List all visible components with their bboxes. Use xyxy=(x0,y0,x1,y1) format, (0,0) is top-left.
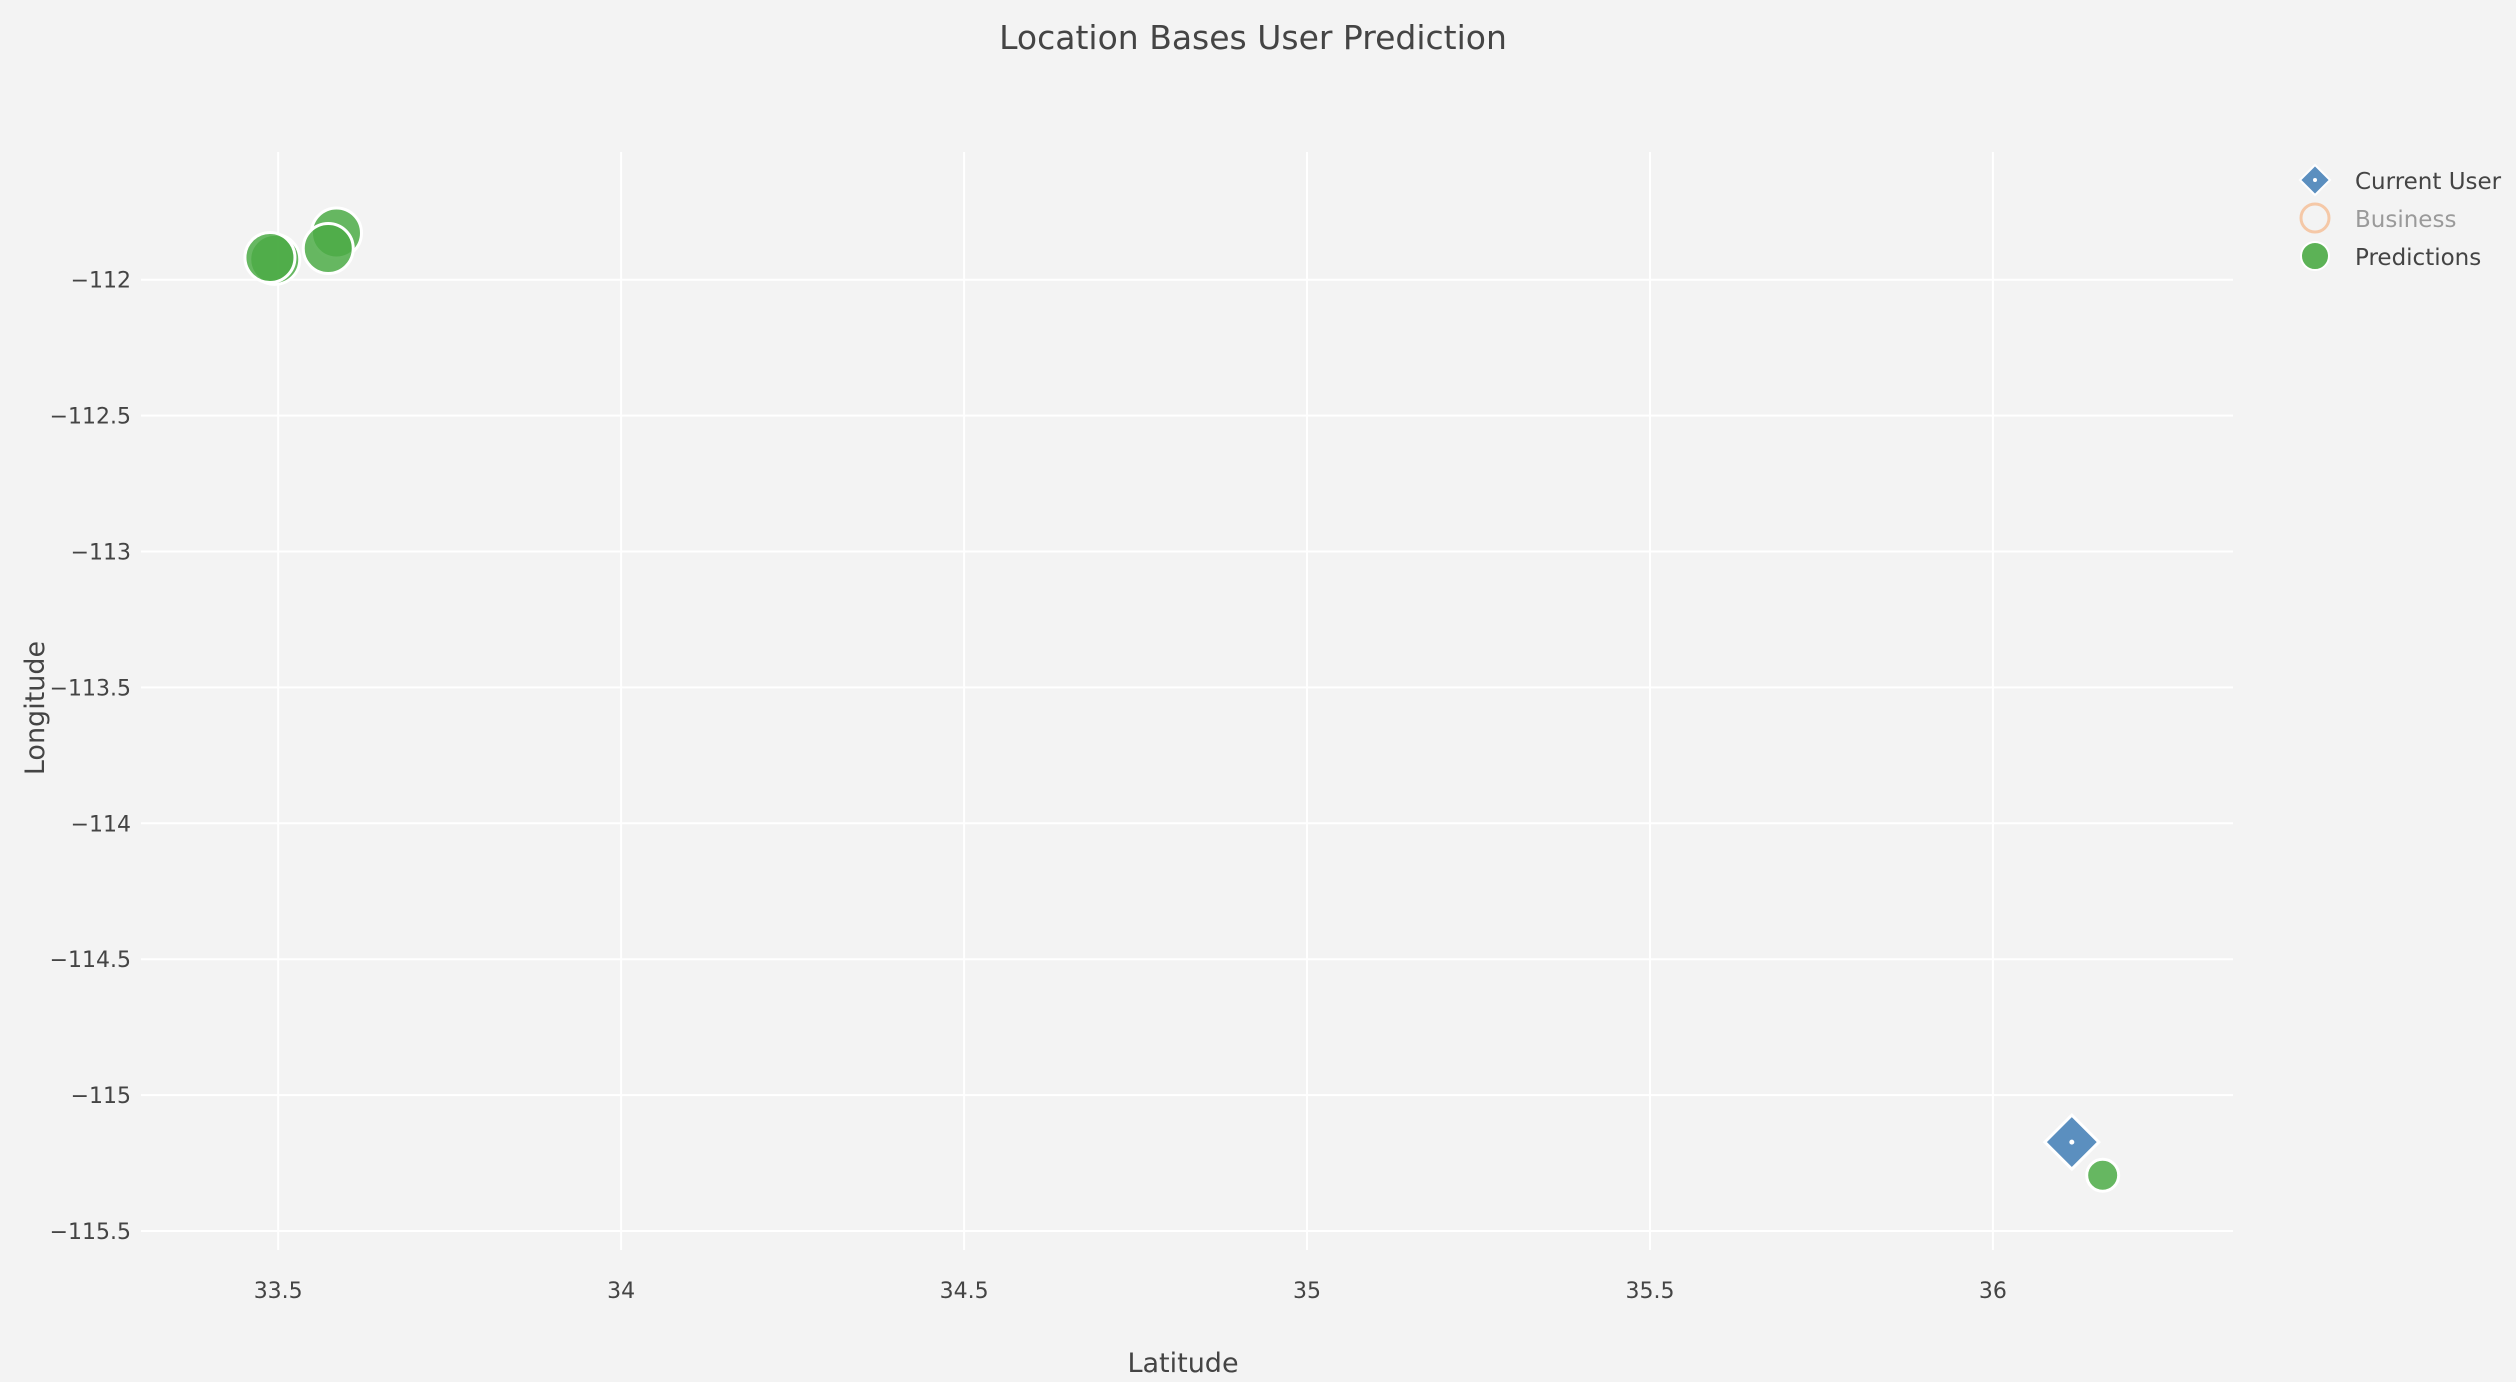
grid-lines xyxy=(141,152,2233,1250)
legend-circle-icon xyxy=(2300,241,2330,271)
legend-label-current-user: Current User xyxy=(2355,169,2502,195)
prediction-point[interactable] xyxy=(301,221,355,275)
legend-diamond-dot-icon xyxy=(2313,178,2317,182)
data-markers xyxy=(243,206,2121,1193)
y-tick-label: −114.5 xyxy=(50,948,131,973)
x-tick-label: 34 xyxy=(607,1279,635,1304)
x-tick-label: 33.5 xyxy=(254,1279,303,1304)
y-tick-label: −115.5 xyxy=(50,1220,131,1245)
prediction-point[interactable] xyxy=(243,230,297,284)
chart-title: Location Bases User Prediction xyxy=(999,18,1507,57)
y-tick-label: −112 xyxy=(71,269,131,294)
legend-item-predictions[interactable]: Predictions xyxy=(2300,241,2481,271)
x-tick-label: 34.5 xyxy=(940,1279,989,1304)
prediction-point[interactable] xyxy=(2085,1157,2121,1193)
y-tick-label: −115 xyxy=(71,1084,131,1109)
y-tick-label: −112.5 xyxy=(50,405,131,430)
legend-open-circle-icon xyxy=(2299,202,2331,234)
y-tick-labels: −112 −112.5 −113 −113.5 −114 −114.5 −115 −115.5 xyxy=(50,269,131,1245)
legend-item-business[interactable]: Business xyxy=(2299,202,2456,234)
current-user-center-dot xyxy=(2069,1139,2075,1145)
y-axis-title: Longitude xyxy=(20,641,51,775)
y-tick-label: −113 xyxy=(71,541,131,566)
legend-label-predictions: Predictions xyxy=(2355,245,2481,271)
x-tick-label: 36 xyxy=(1979,1279,2007,1304)
y-tick-label: −113.5 xyxy=(50,676,131,701)
x-tick-labels: 33.5 34 34.5 35 35.5 36 xyxy=(254,1279,2007,1304)
x-axis-title: Latitude xyxy=(1127,1348,1238,1379)
y-tick-label: −114 xyxy=(71,812,131,837)
x-tick-label: 35.5 xyxy=(1625,1279,1674,1304)
legend: Current User Business Predictions xyxy=(2298,163,2502,271)
x-tick-label: 35 xyxy=(1293,1279,1321,1304)
legend-item-current-user[interactable]: Current User xyxy=(2298,163,2502,197)
legend-label-business: Business xyxy=(2355,207,2456,233)
